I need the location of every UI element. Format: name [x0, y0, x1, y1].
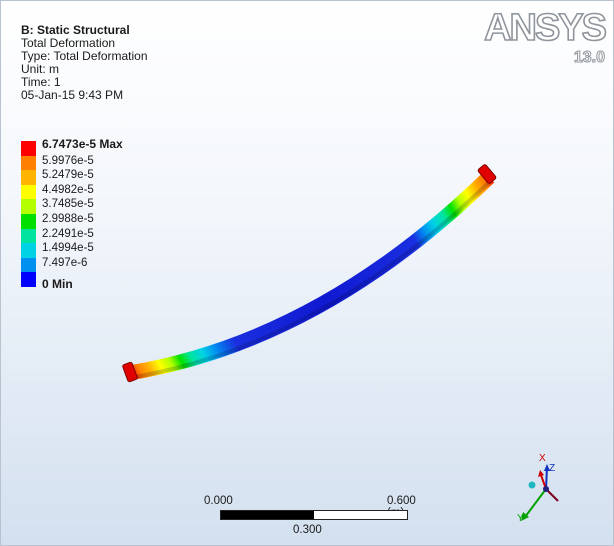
- legend-swatch: [21, 199, 36, 214]
- logo-version: 13.0: [573, 49, 605, 67]
- legend-swatch: [21, 141, 36, 156]
- legend-swatch: [21, 257, 36, 273]
- triad-z-label: Z: [549, 463, 556, 474]
- legend-swatch: [21, 228, 36, 244]
- triad-y-label: Y: [517, 513, 524, 524]
- triad-axes-icon: [521, 464, 559, 521]
- legend-label: 1.4994e-5: [42, 242, 94, 255]
- legend-swatch: [21, 155, 36, 171]
- result-datetime: 05-Jan-15 9:43 PM: [21, 88, 124, 102]
- result-type: Type: Total Deformation: [21, 49, 148, 63]
- result-info-block: B: Static Structural Total Deformation T…: [21, 24, 148, 102]
- legend-swatch: [21, 272, 36, 287]
- scale-bar-graphic: [220, 510, 408, 520]
- legend-swatch: [21, 243, 36, 258]
- analysis-title: B: Static Structural: [21, 23, 130, 37]
- legend-label: 3.7485e-5: [42, 198, 94, 211]
- legend-label: 4.4982e-5: [42, 183, 94, 196]
- result-time: Time: 1: [21, 75, 61, 89]
- result-unit: Unit: m: [21, 62, 60, 76]
- scale-left-label: 0.000: [204, 495, 233, 507]
- result-name: Total Deformation: [21, 36, 116, 50]
- legend-label: 6.7473e-5 Max: [42, 137, 123, 151]
- legend-label: 7.497e-6: [42, 256, 88, 269]
- scale-mid-label: 0.300: [293, 524, 322, 536]
- legend-label: 5.2479e-5: [42, 169, 94, 182]
- legend-swatch: [21, 213, 36, 229]
- legend-label: 0 Min: [42, 277, 73, 292]
- coordinate-triad[interactable]: X Z Y: [511, 449, 581, 532]
- scale-bar: 0.000 0.600 (m) 0.300: [196, 495, 436, 536]
- legend-swatch: [21, 170, 36, 185]
- logo-brand: ANSYS: [483, 7, 608, 49]
- legend-label: 2.2491e-5: [42, 227, 94, 240]
- triad-x-label: X: [539, 453, 546, 464]
- ansys-logo: ANSYS 13.0: [483, 7, 608, 67]
- legend-swatch: [21, 184, 36, 200]
- legend-label: 2.9988e-5: [42, 212, 94, 225]
- legend-label: 5.9976e-5: [42, 154, 94, 167]
